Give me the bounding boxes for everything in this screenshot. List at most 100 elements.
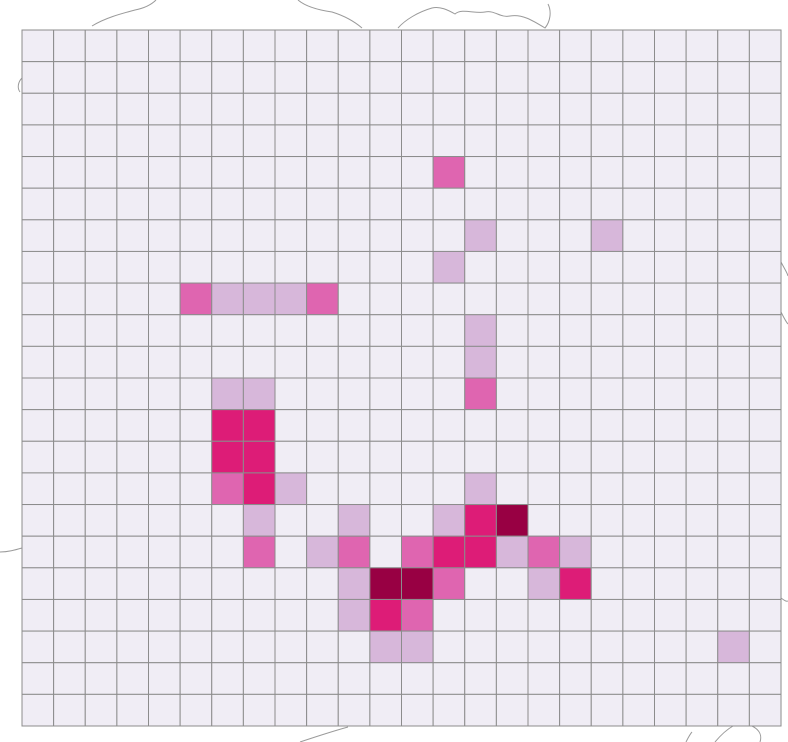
grid-cell xyxy=(243,157,275,189)
grid-cell xyxy=(560,283,592,315)
grid-cell xyxy=(465,157,497,189)
grid-cell xyxy=(180,410,212,442)
grid-cell xyxy=(180,663,212,695)
grid-cell xyxy=(180,251,212,283)
grid-cell xyxy=(433,220,465,252)
grid-cell xyxy=(623,441,655,473)
grid-cell xyxy=(402,62,434,94)
grid-cell xyxy=(591,157,623,189)
grid-cell xyxy=(212,599,244,631)
grid-cell xyxy=(686,441,718,473)
grid-cell xyxy=(749,568,781,600)
grid-cell xyxy=(686,220,718,252)
grid-cell xyxy=(718,315,750,347)
grid-cell xyxy=(655,188,687,220)
grid-cell xyxy=(22,30,54,62)
grid-cell xyxy=(117,30,149,62)
grid-cell xyxy=(54,220,86,252)
grid-cell xyxy=(749,631,781,663)
grid-cell xyxy=(54,157,86,189)
grid-cell xyxy=(655,631,687,663)
grid-cell xyxy=(22,93,54,125)
grid-cell xyxy=(54,568,86,600)
grid-cell xyxy=(54,346,86,378)
grid-cell xyxy=(718,599,750,631)
grid-cell xyxy=(560,62,592,94)
grid-cell xyxy=(54,631,86,663)
grid-cell xyxy=(528,188,560,220)
grid-cell xyxy=(465,125,497,157)
grid-cell-filled xyxy=(307,283,339,315)
grid-cell xyxy=(149,441,181,473)
grid-cell xyxy=(338,157,370,189)
grid-cell xyxy=(591,62,623,94)
grid-cell xyxy=(307,410,339,442)
grid-cell xyxy=(338,125,370,157)
grid-cell xyxy=(338,631,370,663)
grid-cell xyxy=(496,315,528,347)
grid-cell xyxy=(655,125,687,157)
grid-cell xyxy=(307,568,339,600)
grid-cell xyxy=(85,694,117,726)
grid-cell xyxy=(307,441,339,473)
grid-cell xyxy=(180,568,212,600)
grid-cell xyxy=(338,93,370,125)
grid-cell xyxy=(117,346,149,378)
grid-cell xyxy=(85,62,117,94)
grid-cell xyxy=(433,283,465,315)
grid-cell xyxy=(655,62,687,94)
grid-cell xyxy=(243,663,275,695)
grid-cell xyxy=(528,599,560,631)
grid-cell xyxy=(212,93,244,125)
grid-cell-filled xyxy=(402,536,434,568)
grid-cell xyxy=(180,441,212,473)
grid-cell-filled xyxy=(591,220,623,252)
grid-cell xyxy=(85,283,117,315)
grid-cell xyxy=(243,694,275,726)
grid-cell xyxy=(54,125,86,157)
grid-cell xyxy=(465,599,497,631)
coastline-east-mid xyxy=(781,312,788,324)
grid-cell xyxy=(180,93,212,125)
grid-cell xyxy=(149,157,181,189)
grid-cell xyxy=(243,125,275,157)
grid-cell xyxy=(686,125,718,157)
grid-cell xyxy=(560,315,592,347)
grid-cell xyxy=(149,694,181,726)
grid-cell xyxy=(85,30,117,62)
grid-cell xyxy=(307,315,339,347)
grid-cell xyxy=(338,30,370,62)
grid-cell xyxy=(496,378,528,410)
grid-cell xyxy=(180,473,212,505)
grid-cell xyxy=(623,378,655,410)
grid-cell xyxy=(85,378,117,410)
grid-cell xyxy=(655,536,687,568)
grid-cell xyxy=(117,599,149,631)
grid-cell xyxy=(591,251,623,283)
grid-cell xyxy=(749,599,781,631)
grid-cell xyxy=(686,694,718,726)
grid-cell xyxy=(212,663,244,695)
grid-cell xyxy=(749,62,781,94)
grid-cell xyxy=(275,315,307,347)
grid-cell xyxy=(749,283,781,315)
grid-cell xyxy=(117,410,149,442)
grid-cell xyxy=(686,188,718,220)
grid-cell xyxy=(149,188,181,220)
grid-cell xyxy=(528,505,560,537)
grid-cell xyxy=(749,93,781,125)
grid-cell xyxy=(54,251,86,283)
grid-cell xyxy=(496,283,528,315)
grid-cell xyxy=(528,663,560,695)
grid-cell xyxy=(623,30,655,62)
grid-cell xyxy=(117,251,149,283)
grid-cell xyxy=(54,410,86,442)
grid-cell xyxy=(591,505,623,537)
grid-cell xyxy=(307,188,339,220)
grid-cell xyxy=(85,441,117,473)
grid-cell xyxy=(243,631,275,663)
grid-cell xyxy=(528,251,560,283)
grid-cell xyxy=(686,30,718,62)
grid-cell xyxy=(22,568,54,600)
grid-cell xyxy=(117,631,149,663)
